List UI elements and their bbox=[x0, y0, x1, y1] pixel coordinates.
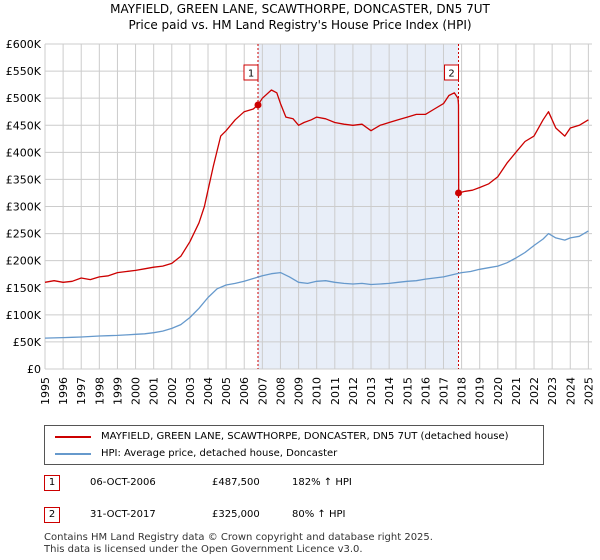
y-tick-label: £600K bbox=[6, 38, 42, 51]
transaction-badge: 2 bbox=[44, 507, 60, 523]
x-tick-label: 2000 bbox=[130, 377, 143, 405]
x-tick-label: 2022 bbox=[528, 377, 541, 405]
y-tick-label: £50K bbox=[13, 336, 42, 349]
x-tick-label: 2010 bbox=[311, 377, 324, 405]
y-tick-label: £0 bbox=[27, 363, 41, 376]
x-tick-label: 2001 bbox=[148, 377, 161, 405]
y-tick-label: £150K bbox=[6, 282, 42, 295]
transaction-date: 31-OCT-2017 bbox=[90, 509, 156, 520]
footer-copyright: Contains HM Land Registry data © Crown c… bbox=[44, 532, 433, 543]
x-tick-label: 2004 bbox=[202, 377, 215, 405]
x-tick-label: 1998 bbox=[93, 377, 106, 405]
transaction-hpi: 182% ↑ HPI bbox=[292, 477, 352, 488]
x-tick-label: 2003 bbox=[184, 377, 197, 405]
y-tick-label: £250K bbox=[6, 228, 42, 241]
x-tick-label: 2012 bbox=[347, 377, 360, 405]
chart-legend: MAYFIELD, GREEN LANE, SCAWTHORPE, DONCAS… bbox=[44, 425, 544, 465]
x-tick-label: 2021 bbox=[510, 377, 523, 405]
x-tick-label: 2018 bbox=[456, 377, 469, 405]
series-line-hpi bbox=[44, 230, 589, 339]
x-tick-label: 2002 bbox=[166, 377, 179, 405]
x-tick-label: 2005 bbox=[220, 377, 233, 405]
price-chart: £0 £50K £100K £150K £200K £250K £300K £350K £400… bbox=[6, 38, 596, 405]
sale-marker-badge bbox=[444, 64, 460, 81]
x-tick-label: 2013 bbox=[365, 377, 378, 405]
sale-marker-point bbox=[455, 189, 463, 197]
y-tick-label: £400K bbox=[6, 146, 42, 159]
x-tick-label: 2020 bbox=[492, 377, 505, 405]
x-tick-label: 2023 bbox=[546, 377, 559, 405]
y-tick-label: £550K bbox=[6, 65, 42, 78]
x-tick-label: 2009 bbox=[293, 377, 306, 405]
footer-license: This data is licensed under the Open Gov… bbox=[44, 544, 363, 555]
x-tick-label: 1999 bbox=[111, 377, 124, 405]
x-tick-label: 2017 bbox=[437, 377, 450, 405]
y-tick-label: £200K bbox=[6, 255, 42, 268]
y-tick-label: £450K bbox=[6, 119, 42, 132]
legend-swatch-property bbox=[55, 436, 91, 438]
y-tick-label: £300K bbox=[6, 201, 42, 214]
transaction-badge: 1 bbox=[44, 475, 60, 491]
sale-marker-point bbox=[254, 101, 262, 109]
chart-title-line1: MAYFIELD, GREEN LANE, SCAWTHORPE, DONCAS… bbox=[110, 2, 490, 16]
y-tick-label: £100K bbox=[6, 309, 42, 322]
transaction-price: £487,500 bbox=[212, 477, 260, 488]
x-tick-label: 2007 bbox=[256, 377, 269, 405]
y-tick-label: £500K bbox=[6, 92, 42, 105]
x-tick-label: 2011 bbox=[329, 377, 342, 405]
x-tick-label: 2019 bbox=[474, 377, 487, 405]
x-tick-label: 2016 bbox=[419, 377, 432, 405]
sale-marker-label: 2 bbox=[448, 69, 454, 80]
x-tick-label: 1996 bbox=[57, 377, 70, 405]
chart-title-line2: Price paid vs. HM Land Registry's House … bbox=[128, 18, 472, 32]
x-tick-label: 2014 bbox=[383, 377, 396, 405]
legend-swatch-hpi bbox=[55, 453, 91, 455]
x-tick-label: 1997 bbox=[75, 377, 88, 405]
series-line-property bbox=[44, 89, 589, 283]
legend-label-hpi: HPI: Average price, detached house, Donc… bbox=[101, 448, 338, 459]
sale-marker-badge bbox=[243, 64, 259, 81]
x-tick-label: 2015 bbox=[401, 377, 414, 405]
transaction-price: £325,000 bbox=[212, 509, 260, 520]
y-tick-label: £350K bbox=[6, 173, 42, 186]
x-tick-label: 2006 bbox=[238, 377, 251, 405]
sale-marker-label: 1 bbox=[248, 69, 254, 80]
transaction-date: 06-OCT-2006 bbox=[90, 477, 156, 488]
transaction-hpi: 80% ↑ HPI bbox=[292, 509, 346, 520]
x-tick-label: 2008 bbox=[274, 377, 287, 405]
x-tick-label: 2025 bbox=[582, 377, 595, 405]
x-tick-label: 1995 bbox=[39, 377, 52, 405]
x-tick-label: 2024 bbox=[564, 377, 577, 405]
legend-label-property: MAYFIELD, GREEN LANE, SCAWTHORPE, DONCAS… bbox=[101, 431, 509, 442]
